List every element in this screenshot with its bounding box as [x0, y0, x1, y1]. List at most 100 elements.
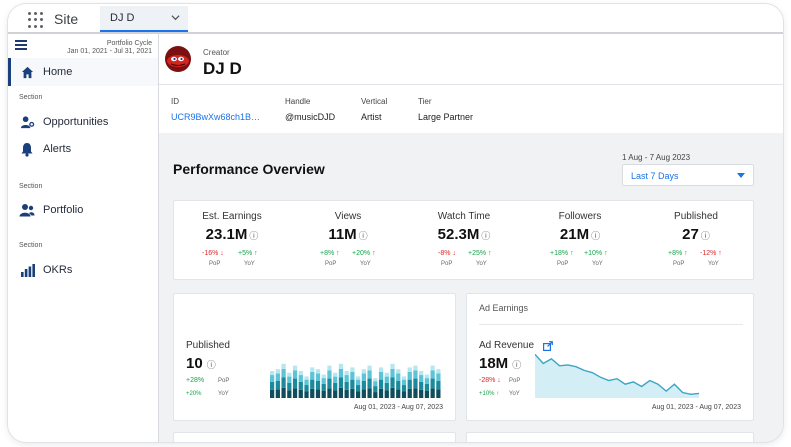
pop-label: PoP: [441, 261, 453, 267]
bar-segment: [384, 382, 389, 391]
period-select-value: Last 7 Days: [631, 171, 679, 181]
bar-segment: [401, 379, 407, 386]
arrow-up-icon: ↑: [604, 250, 608, 257]
menu-icon[interactable]: [15, 40, 27, 50]
avatar: [165, 46, 191, 72]
info-icon[interactable]: ⓘ: [206, 360, 216, 370]
bar-segment: [424, 374, 430, 379]
bar-segment: [292, 370, 298, 379]
bar-segment: [384, 376, 389, 383]
creator-tab-selector[interactable]: DJ D: [100, 6, 188, 32]
card-value-row: 18M ⓘ: [479, 355, 521, 372]
bar-segment: [287, 382, 292, 391]
creator-info-row: ID UCR9BwXw68ch1B… Handle @musicDJD Vert…: [159, 85, 783, 133]
bar-segment: [315, 373, 321, 381]
bar-segment: [373, 392, 378, 398]
bar-segment: [281, 387, 286, 398]
info-icon[interactable]: ⓘ: [700, 231, 710, 241]
apps-grid-icon[interactable]: [28, 12, 44, 28]
bar-segment: [424, 383, 430, 391]
bar-segment: [270, 389, 275, 398]
bar-segment: [321, 383, 326, 391]
bar-segment: [396, 373, 401, 381]
bar-segment: [419, 389, 424, 398]
bar-segment: [321, 374, 326, 379]
pop-change: -28% ↓: [479, 377, 501, 384]
period-select[interactable]: Last 7 Days: [622, 164, 754, 186]
card-placeholder: [173, 432, 456, 442]
pop-label: PoP: [209, 261, 221, 267]
bar-segment: [384, 390, 389, 398]
bar-segment: [367, 370, 372, 379]
external-link-icon[interactable]: [543, 338, 553, 352]
published-card: Published 10 ⓘ +28% PoP +20% YoY Aug 01, …: [173, 293, 456, 421]
portfolio-cycle-label: Portfolio Cycle: [106, 40, 152, 47]
bar-segment: [270, 371, 275, 376]
bar-segment: [407, 379, 412, 389]
bar-segment: [430, 365, 435, 371]
sidebar-item-home[interactable]: Home: [8, 58, 158, 86]
creator-label: Creator: [203, 48, 230, 57]
bar-segment: [292, 388, 298, 398]
yoy-label: YoY: [592, 261, 603, 267]
top-bar: Site DJ D: [8, 4, 783, 34]
sidebar-item-okrs[interactable]: OKRs: [8, 256, 158, 284]
creator-id-link[interactable]: UCR9BwXw68ch1B…: [171, 112, 261, 122]
bar-segment: [298, 371, 303, 376]
bar-segment: [436, 380, 441, 390]
creator-header: Creator DJ D: [159, 34, 783, 84]
yoy-label: YoY: [360, 261, 371, 267]
bar-segment: [275, 373, 280, 381]
portfolio-cycle-range: Jan 01, 2021 - Jul 31, 2021: [67, 48, 152, 55]
info-icon[interactable]: ⓘ: [358, 231, 368, 241]
bar-segment: [287, 372, 292, 377]
sidebar-item-opportunities[interactable]: Opportunities: [8, 108, 158, 136]
metric-value-row: 52.3M ⓘ: [406, 226, 522, 243]
info-icon[interactable]: ⓘ: [591, 231, 601, 241]
metric-yoy-change: +20% ↑: [352, 250, 376, 257]
info-handle: Handle @musicDJD: [285, 97, 335, 122]
bar-segment: [350, 371, 355, 380]
bar-segment: [270, 381, 275, 390]
bar-segment: [396, 389, 401, 398]
sidebar-item-portfolio[interactable]: Portfolio: [8, 196, 158, 224]
metric-watch-time: Watch Time 52.3M ⓘ -8% ↓ +25% ↑ PoP YoY: [406, 201, 522, 281]
bar-segment: [327, 378, 332, 389]
pop-label: PoP: [509, 378, 521, 384]
area-fill: [535, 354, 699, 398]
bar-segment: [401, 385, 407, 392]
app-window: Site DJ D Portfolio Cycle Jan 01, 2021 -…: [8, 4, 783, 442]
info-icon[interactable]: ⓘ: [481, 231, 491, 241]
bar-segment: [315, 380, 321, 390]
bar-segment: [401, 391, 407, 398]
pop-value: -8%: [438, 250, 451, 257]
info-icon[interactable]: ⓘ: [512, 360, 522, 370]
metric-value: 27: [682, 226, 699, 243]
metric-label: Published: [674, 211, 718, 222]
card-title: Published: [186, 340, 230, 351]
ad-earnings-card: Ad Earnings Ad Revenue 18M ⓘ -28% ↓ PoP +…: [466, 293, 754, 421]
series-line: [535, 353, 699, 396]
info-icon[interactable]: ⓘ: [249, 231, 259, 241]
sidebar-item-alerts[interactable]: Alerts: [8, 135, 158, 163]
chart-date-range: Aug 01, 2023 - Aug 07, 2023: [353, 404, 443, 411]
metric-yoy-change: +25% ↑: [468, 250, 492, 257]
arrow-up-icon: ↑: [570, 250, 574, 257]
bar-segment: [419, 371, 424, 376]
bar-segment: [333, 372, 338, 377]
bar-segment: [275, 389, 280, 398]
sidebar-item-label: Opportunities: [43, 116, 109, 128]
home-icon: [19, 64, 35, 80]
arrow-up-icon: ↑: [496, 391, 500, 397]
bar-segment: [361, 380, 366, 390]
metric-label: Views: [334, 211, 362, 222]
yoy-value: +10%: [584, 250, 603, 257]
bar-segment: [350, 388, 355, 398]
bar-segment: [419, 375, 424, 382]
bar-segment: [373, 378, 378, 382]
section-label: Section: [19, 94, 43, 101]
yoy-change: +20%: [186, 391, 202, 397]
person-key-icon: [19, 114, 35, 130]
pop-value: -28%: [479, 377, 496, 384]
bar-segment: [373, 386, 378, 393]
